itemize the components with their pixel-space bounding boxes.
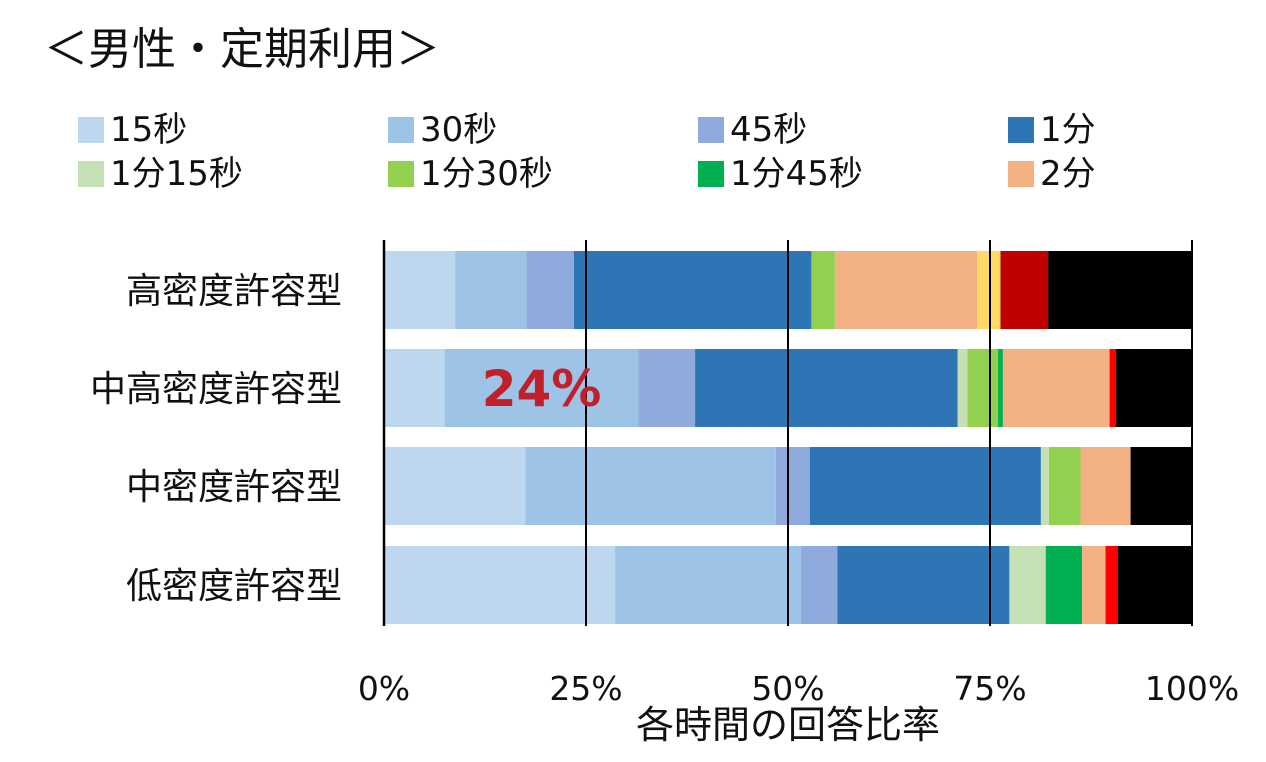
bar-segment: [775, 447, 810, 525]
bar-segment: [384, 251, 456, 329]
bar-segment: [811, 251, 835, 329]
category-label: 中密度許容型: [126, 467, 342, 508]
category-label: 低密度許容型: [126, 566, 342, 607]
legend-label: 1分30秒: [420, 154, 553, 194]
bar-segment: [1130, 447, 1192, 525]
bar-segment: [615, 546, 801, 624]
legend-swatch: [1008, 117, 1034, 143]
legend-label: 2分: [1040, 154, 1096, 194]
legend-item: 45秒: [698, 110, 807, 150]
legend-item: 15秒: [78, 110, 187, 150]
bar-segment: [977, 251, 1001, 329]
x-tick-label: 100%: [1145, 669, 1239, 708]
bar-segment: [1048, 251, 1192, 329]
bar-segment: [1082, 546, 1106, 624]
legend-swatch: [388, 161, 414, 187]
bar-segment: [525, 447, 776, 525]
legend-label: 1分45秒: [730, 154, 863, 194]
bar-segment: [1109, 349, 1117, 427]
bar-segment: [444, 349, 639, 427]
bar-segment: [384, 349, 445, 427]
category-label: 高密度許容型: [126, 271, 342, 312]
legend-label: 30秒: [420, 110, 498, 150]
bar-segment: [638, 349, 696, 427]
bar-segment: [1117, 546, 1192, 624]
legend-swatch: [78, 117, 104, 143]
x-tick-label: 0%: [358, 669, 410, 708]
bar-segment: [526, 251, 574, 329]
bar-segment: [384, 447, 526, 525]
legend-label: 45秒: [730, 110, 808, 150]
bar-segment: [1002, 349, 1110, 427]
bar-segment: [1000, 251, 1049, 329]
legend-item: 1分: [1008, 110, 1096, 150]
bar-segment: [967, 349, 999, 427]
x-axis-label: 各時間の回答比率: [635, 703, 940, 747]
bar-segment: [834, 251, 978, 329]
legend-label: 1分: [1040, 110, 1096, 150]
bar-segment: [1045, 546, 1083, 624]
bar-segment: [695, 349, 958, 427]
bar-segment: [957, 349, 968, 427]
legend-swatch: [698, 117, 724, 143]
bar-segment: [1080, 447, 1131, 525]
legend-swatch: [698, 161, 724, 187]
legend-item: 1分30秒: [388, 154, 553, 194]
x-tick-label: 25%: [549, 669, 622, 708]
chart-title: ＜男性・定期利用＞: [44, 24, 440, 75]
legend-item: 1分45秒: [698, 154, 863, 194]
legend-item: 30秒: [388, 110, 497, 150]
legend-item: 1分15秒: [78, 154, 243, 194]
bar-segment: [1040, 447, 1049, 525]
legend-label: 1分15秒: [110, 154, 243, 194]
bar-segment: [573, 251, 812, 329]
bar-segment: [837, 546, 1010, 624]
legend-swatch: [78, 161, 104, 187]
bar-segment: [1105, 546, 1118, 624]
bar-segment: [800, 546, 838, 624]
legend-item: 2分: [1008, 154, 1096, 194]
x-tick-label: 75%: [953, 669, 1026, 708]
data-label: 24%: [482, 360, 602, 418]
legend-swatch: [1008, 161, 1034, 187]
bar-segment: [1116, 349, 1192, 427]
x-tick-label: 50%: [751, 669, 824, 708]
bar-segment: [998, 349, 1003, 427]
legend-swatch: [388, 117, 414, 143]
bar-segment: [1009, 546, 1046, 624]
bar-segment: [384, 546, 616, 624]
bar-segment: [809, 447, 1041, 525]
legend-label: 15秒: [110, 110, 188, 150]
category-label: 中高密度許容型: [90, 369, 342, 410]
bar-segment: [455, 251, 527, 329]
bar-segment: [1048, 447, 1081, 525]
